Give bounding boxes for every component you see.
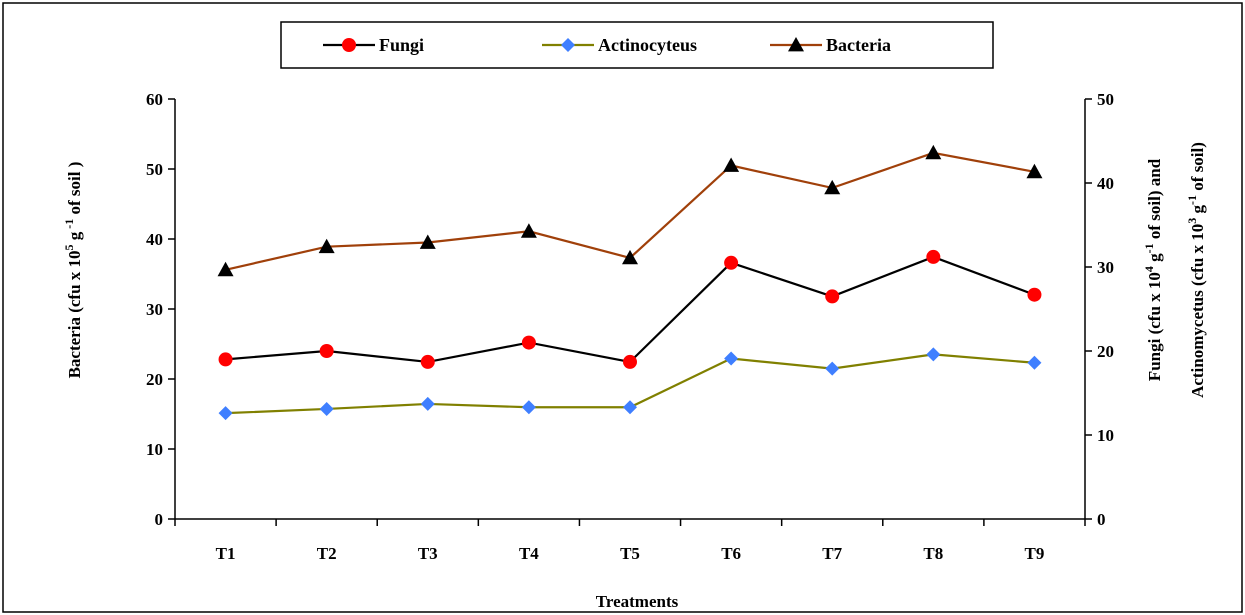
data-point-bacteria [1026, 163, 1043, 179]
series-fungi [218, 249, 1042, 369]
data-point-bacteria [520, 223, 537, 238]
legend-item-fungi: Fungi [323, 35, 424, 55]
data-point-bacteria [318, 238, 335, 254]
data-point-fungi [926, 249, 941, 264]
data-point-fungi [724, 255, 739, 270]
data-point-fungi [218, 352, 233, 367]
x-tick-label: T5 [620, 544, 640, 563]
x-tick-label: T9 [1025, 544, 1045, 563]
data-point-fungi [319, 344, 334, 358]
data-point-bacteria [925, 144, 942, 160]
y-left-tick-label: 0 [155, 510, 164, 529]
y-right1-sup1: 4 [1142, 266, 1156, 272]
y-left-title-end: of soil ) [65, 162, 84, 219]
data-point-fungi [825, 289, 840, 304]
series-actinocyteus [218, 347, 1042, 421]
legend-label-actinocyteus: Actinocyteus [598, 35, 697, 55]
legend-item-bacteria: Bacteria [770, 35, 891, 55]
data-point-actinocyteus [521, 400, 536, 415]
y-axis-left-title: Bacteria (cfu x 105 g -1 of soil ) [62, 162, 84, 379]
y-right-tick-label: 10 [1097, 426, 1114, 445]
data-point-actinocyteus [319, 401, 334, 416]
series-line-fungi [225, 255, 1035, 364]
y-right-tick-label: 50 [1097, 90, 1114, 109]
x-tick-label: T8 [923, 544, 943, 563]
y-right1-sup2: -1 [1142, 243, 1156, 253]
y-right2-sup2: -1 [1185, 195, 1199, 205]
y-right-tick-label: 0 [1097, 510, 1106, 529]
data-point-bacteria [723, 157, 740, 172]
y-left-title-mid: g [65, 231, 84, 244]
legend-label-fungi: Fungi [379, 35, 424, 55]
data-point-actinocyteus [420, 396, 435, 411]
series-layer [217, 144, 1043, 421]
legend-label-bacteria: Bacteria [826, 35, 891, 55]
y-right1-end: of soil) and [1145, 158, 1164, 243]
legend-box [280, 21, 994, 69]
data-point-actinocyteus [825, 361, 840, 376]
data-point-bacteria [217, 261, 234, 277]
y-right2-sup1: 3 [1185, 218, 1199, 224]
data-point-bacteria [622, 249, 638, 265]
y-left-tick-label: 20 [146, 370, 163, 389]
y-left-title-base: Bacteria (cfu x 10 [65, 250, 84, 378]
y-left-tick-label: 40 [146, 230, 163, 249]
data-point-bacteria [419, 234, 436, 249]
data-point-actinocyteus [218, 406, 233, 421]
y-right-tick-label: 30 [1097, 258, 1114, 277]
legend-marker-actinocyteus [561, 38, 575, 52]
data-point-fungi [1027, 287, 1042, 302]
data-point-actinocyteus [1027, 355, 1042, 370]
data-point-fungi [521, 335, 536, 350]
x-tick-label: T4 [519, 544, 539, 563]
y-right1-base: Fungi (cfu x 10 [1145, 272, 1164, 381]
y-axis-right-title-line2: Actinomycetus (cfu x 103 g-1 of soil) [1185, 142, 1207, 398]
y-right-tick-label: 40 [1097, 174, 1114, 193]
x-tick-label: T7 [822, 544, 842, 563]
x-tick-label: T2 [317, 544, 337, 563]
axes: 0 10 20 30 40 50 60 0 10 20 30 40 50 T1 T2 T3 T4 T5 T6 T7 T8… [146, 90, 1114, 563]
y-left-tick-label: 10 [146, 440, 163, 459]
y-right1-mid: g [1145, 253, 1164, 266]
x-tick-label: T6 [721, 544, 741, 563]
legend-marker-fungi [342, 38, 356, 52]
y-left-tick-label: 50 [146, 160, 163, 179]
y-left-tick-label: 30 [146, 300, 163, 319]
series-bacteria [217, 144, 1043, 277]
legend: Fungi Actinocyteus Bacteria [280, 21, 994, 69]
legend-marker-bacteria [788, 37, 804, 52]
y-left-title-sup1: 5 [62, 244, 76, 250]
y-right-tick-label: 20 [1097, 342, 1114, 361]
x-axis-title: Treatments [596, 592, 679, 611]
y-axis-right-title-line1: Fungi (cfu x 104 g-1 of soil) and [1142, 158, 1164, 381]
data-point-actinocyteus [623, 400, 637, 415]
data-point-actinocyteus [724, 351, 739, 366]
data-point-actinocyteus [926, 347, 941, 362]
data-point-fungi [623, 354, 637, 369]
legend-item-actinocyteus: Actinocyteus [542, 35, 697, 55]
y-left-title-sup2: -1 [62, 219, 76, 232]
x-tick-label: T1 [216, 544, 236, 563]
y-right2-end: of soil) [1188, 142, 1207, 195]
x-tick-label: T3 [418, 544, 438, 563]
y-right2-mid: g [1188, 204, 1207, 217]
data-point-bacteria [824, 179, 841, 195]
y-right2-base: Actinomycetus (cfu x 10 [1188, 224, 1207, 398]
data-point-fungi [420, 354, 435, 369]
y-left-tick-label: 60 [146, 90, 163, 109]
